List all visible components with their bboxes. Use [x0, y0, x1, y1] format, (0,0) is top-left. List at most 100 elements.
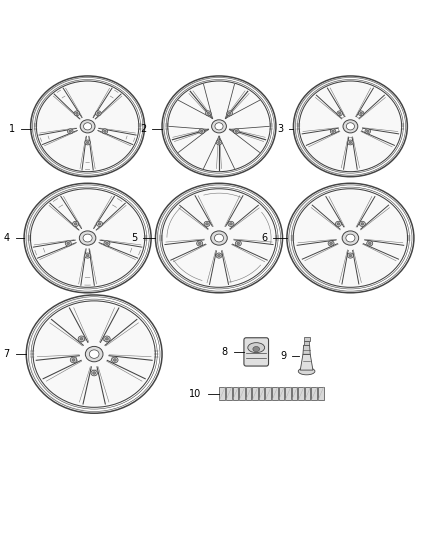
Ellipse shape [89, 350, 99, 358]
Ellipse shape [201, 130, 203, 132]
Ellipse shape [346, 234, 355, 242]
Ellipse shape [67, 243, 70, 245]
Ellipse shape [113, 359, 117, 361]
Polygon shape [303, 345, 310, 354]
Ellipse shape [86, 141, 89, 143]
Ellipse shape [96, 221, 102, 227]
Ellipse shape [74, 111, 80, 116]
Ellipse shape [104, 241, 110, 246]
Ellipse shape [102, 129, 108, 134]
Ellipse shape [112, 357, 118, 363]
FancyBboxPatch shape [285, 387, 291, 400]
Ellipse shape [227, 111, 233, 116]
Ellipse shape [93, 372, 95, 374]
Ellipse shape [215, 234, 223, 242]
Ellipse shape [85, 346, 103, 362]
Text: 4: 4 [4, 233, 10, 243]
Ellipse shape [218, 141, 220, 143]
Ellipse shape [72, 359, 75, 361]
Ellipse shape [206, 223, 208, 225]
Ellipse shape [86, 254, 89, 257]
Text: 2: 2 [141, 124, 147, 134]
Ellipse shape [169, 82, 269, 171]
FancyBboxPatch shape [219, 387, 225, 400]
Ellipse shape [367, 241, 373, 246]
Ellipse shape [67, 129, 73, 134]
FancyBboxPatch shape [226, 387, 232, 400]
FancyBboxPatch shape [298, 387, 304, 400]
Ellipse shape [215, 123, 223, 130]
FancyBboxPatch shape [279, 387, 284, 400]
Ellipse shape [228, 221, 234, 227]
FancyBboxPatch shape [311, 387, 317, 400]
Ellipse shape [237, 243, 240, 245]
Ellipse shape [248, 343, 265, 353]
Text: 9: 9 [281, 351, 287, 361]
Ellipse shape [298, 368, 315, 375]
Ellipse shape [85, 140, 90, 145]
Ellipse shape [342, 231, 359, 245]
Ellipse shape [235, 130, 237, 132]
Text: 5: 5 [131, 233, 137, 243]
Ellipse shape [205, 111, 211, 116]
Ellipse shape [74, 223, 77, 225]
FancyBboxPatch shape [239, 387, 245, 400]
Ellipse shape [253, 346, 260, 352]
Polygon shape [300, 354, 313, 370]
Ellipse shape [359, 221, 365, 227]
Ellipse shape [211, 231, 227, 245]
Ellipse shape [85, 253, 91, 258]
Ellipse shape [65, 241, 71, 246]
Ellipse shape [84, 123, 92, 130]
Text: 1: 1 [9, 124, 15, 134]
Ellipse shape [207, 112, 209, 115]
Ellipse shape [218, 254, 220, 257]
Ellipse shape [233, 129, 239, 134]
Ellipse shape [91, 370, 97, 376]
Ellipse shape [367, 130, 369, 132]
Ellipse shape [204, 221, 210, 227]
Ellipse shape [348, 140, 353, 145]
Text: 10: 10 [189, 389, 201, 399]
Ellipse shape [163, 190, 275, 286]
Ellipse shape [349, 254, 352, 257]
Ellipse shape [35, 302, 154, 406]
FancyBboxPatch shape [246, 387, 251, 400]
Ellipse shape [198, 243, 201, 245]
Ellipse shape [328, 241, 334, 246]
Polygon shape [304, 341, 309, 345]
Ellipse shape [38, 82, 138, 171]
FancyBboxPatch shape [265, 387, 271, 400]
Ellipse shape [361, 223, 364, 225]
Ellipse shape [347, 253, 353, 258]
Ellipse shape [76, 112, 78, 115]
Text: 6: 6 [261, 233, 267, 243]
FancyBboxPatch shape [259, 387, 265, 400]
Ellipse shape [95, 111, 101, 116]
Ellipse shape [368, 243, 371, 245]
Ellipse shape [98, 223, 101, 225]
Ellipse shape [332, 130, 334, 132]
Ellipse shape [337, 223, 340, 225]
Ellipse shape [32, 190, 144, 286]
Ellipse shape [336, 221, 342, 227]
FancyBboxPatch shape [318, 387, 324, 400]
Ellipse shape [73, 221, 79, 227]
Ellipse shape [230, 223, 232, 225]
Ellipse shape [80, 120, 95, 133]
Ellipse shape [330, 243, 332, 245]
Ellipse shape [97, 112, 99, 115]
FancyBboxPatch shape [244, 338, 268, 366]
Ellipse shape [346, 123, 354, 130]
Ellipse shape [339, 112, 341, 115]
Ellipse shape [212, 120, 226, 133]
Ellipse shape [106, 243, 108, 245]
Text: 3: 3 [278, 124, 284, 134]
Ellipse shape [330, 129, 336, 134]
Ellipse shape [343, 120, 358, 133]
Ellipse shape [104, 336, 110, 342]
Ellipse shape [337, 111, 343, 116]
Ellipse shape [216, 253, 222, 258]
FancyBboxPatch shape [272, 387, 278, 400]
Ellipse shape [78, 336, 85, 342]
